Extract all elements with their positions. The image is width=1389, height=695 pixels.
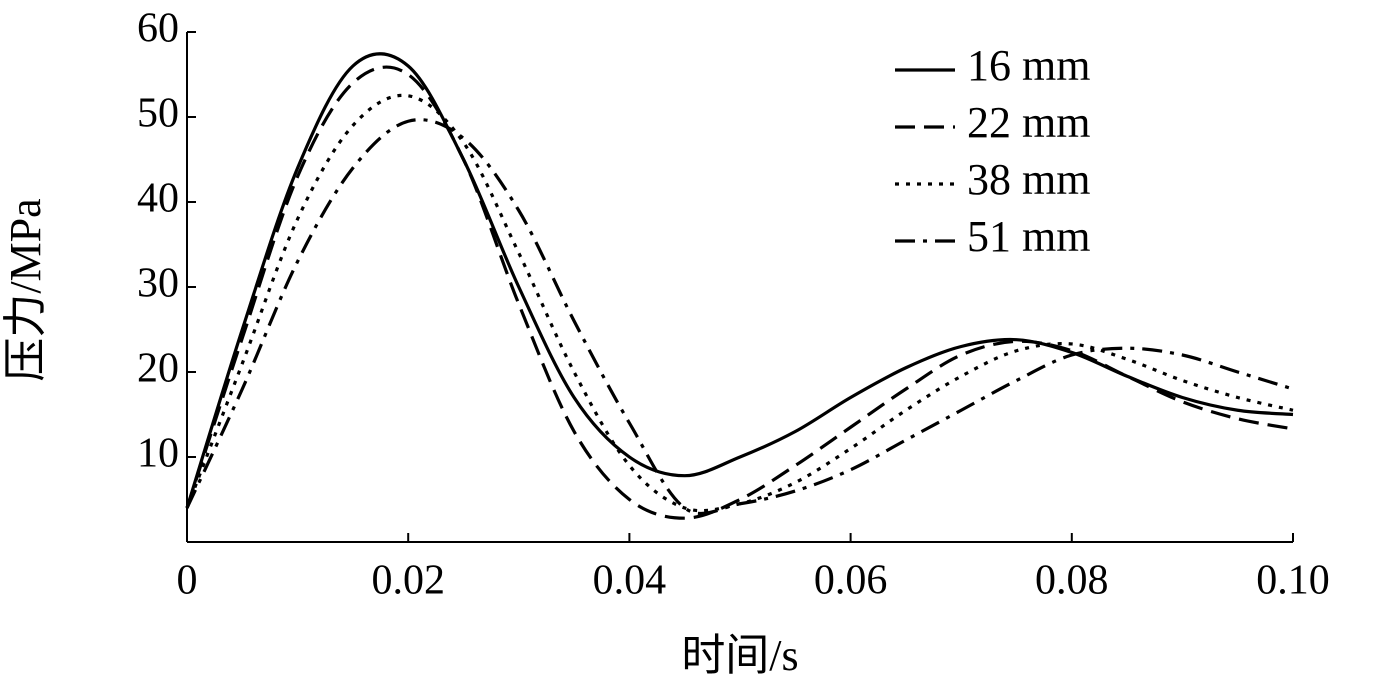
y-tick-label: 60 (137, 6, 179, 52)
x-tick-label: 0.06 (814, 558, 888, 604)
x-tick-label: 0.02 (371, 558, 445, 604)
y-axis-label: 压力/MPa (1, 198, 50, 381)
y-tick-label: 30 (137, 261, 179, 307)
data-line (185, 118, 1294, 516)
x-tick-label: 0.10 (1256, 558, 1330, 604)
x-tick-label: 0.08 (1035, 558, 1109, 604)
legend-label: 16 mm (967, 41, 1090, 90)
y-tick-label: 20 (137, 346, 179, 392)
data-line (185, 52, 1294, 509)
legend-label: 51 mm (967, 212, 1090, 261)
y-tick-label: 40 (137, 176, 179, 222)
data-line (185, 93, 1294, 513)
x-tick-label: 0.04 (593, 558, 667, 604)
x-axis-label: 时间/s (681, 631, 798, 680)
y-tick-label: 10 (137, 431, 179, 477)
legend-label: 22 mm (967, 98, 1090, 147)
x-tick-label: 0 (177, 558, 198, 604)
legend-label: 38 mm (967, 155, 1090, 204)
data-line (185, 65, 1294, 520)
y-tick-label: 50 (137, 91, 179, 137)
